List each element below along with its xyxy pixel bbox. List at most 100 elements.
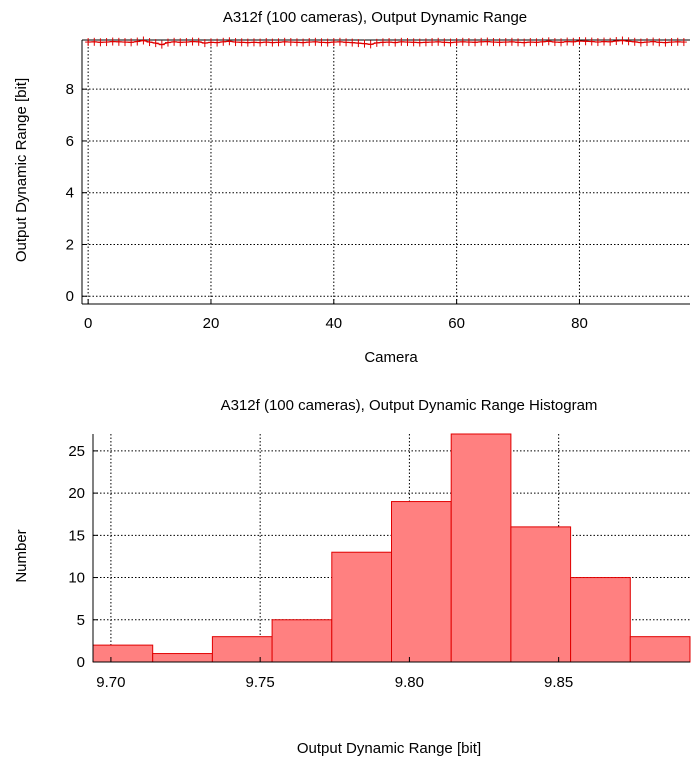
chart1-data-point [404,38,411,47]
chart1-data-point [613,37,620,46]
chart1-data-point [324,38,331,47]
chart1-data-point [343,38,350,47]
chart1-data-point [91,37,98,46]
chart1-data-point [386,38,393,47]
chart1-data-point [275,38,282,47]
chart1-data-point [293,38,300,47]
chart1-data-point [226,37,233,46]
chart2-y-tick-label: 20 [68,485,85,502]
chart1-x-label: Camera [364,349,418,366]
chart1-data-point [508,37,515,46]
chart1-data-point [521,38,528,47]
chart1-data-point [349,38,356,47]
chart1-data-point [115,37,122,46]
chart1-data-point [312,37,319,46]
chart1-data-point [551,38,558,47]
chart2-y-tick-label: 0 [77,654,85,671]
chart1-data-point [570,37,577,46]
chart1-data-point [416,38,423,47]
chart1-data-point [281,37,288,46]
chart1-data-point [330,38,337,47]
chart2-y-tick-label: 15 [68,527,85,544]
chart1-data-point [189,37,196,46]
chart1-data-point [515,38,522,47]
chart2-bar [510,526,572,663]
chart1-data-point [502,38,509,47]
chart2-x-tick-label: 9.80 [395,674,424,691]
chart1-data-point [545,37,552,46]
chart1-data-point [250,38,257,47]
chart1-data-point [668,38,675,47]
chart2-y-tick-label: 10 [68,570,85,587]
chart1-data-point [601,37,608,46]
chart1-data-point [533,38,540,47]
chart1-data-point [459,37,466,46]
chart2-title: A312f (100 cameras), Output Dynamic Rang… [221,397,598,414]
chart1-data-point [355,39,362,48]
chart1-data-point [220,37,227,46]
chart1-data-point [257,38,264,47]
chart2-y-tick-label: 25 [68,443,85,460]
chart1-data-point [680,38,687,47]
chart2-x-tick-label: 9.85 [544,674,573,691]
chart1-data-point [588,37,595,46]
chart1-data-point [214,38,221,47]
chart1-data-point [662,38,669,47]
chart1-data-point [539,37,546,46]
chart2-bar [391,501,452,663]
chart1-data-point [207,38,214,47]
chart1-data-point [625,37,632,46]
chart1-y-tick-label: 0 [66,288,74,305]
chart2-bar [450,433,512,663]
chart1-y-tick-label: 6 [66,133,74,150]
chart1-data-point [361,39,368,48]
chart1-data-point [373,38,380,47]
chart1-data-point [306,38,313,47]
chart1-y-tick-label: 2 [66,236,74,253]
chart1-y-tick-label: 4 [66,185,74,202]
chart1-data-point [453,38,460,47]
chart1-data-point [140,36,147,45]
chart2-x-label: Output Dynamic Range [bit] [297,740,481,757]
chart1-data-point [183,38,190,47]
chart2-x-tick-label: 9.70 [96,674,125,691]
chart1-data-point [109,37,116,46]
chart1-data-point [422,38,429,47]
chart2-bar [570,577,631,663]
chart1-data-point [447,38,454,47]
chart1-data-point [650,37,657,46]
chart2-x-tick-label: 9.75 [246,674,275,691]
chart1-data-point [558,38,565,47]
chart1-data-point [195,37,202,46]
chart1-y-label: Output Dynamic Range [bit] [13,78,30,262]
chart1-data-point [490,38,497,47]
chart1-y-tick-label: 8 [66,81,74,98]
chart1-data-point [244,38,251,47]
chart1-x-tick-label: 40 [325,315,342,332]
chart1-data-point [607,37,614,46]
chart1-data-point [103,38,110,47]
chart1-data-point [263,38,270,47]
chart1-data-point [164,38,171,47]
chart1-data-point [527,38,534,47]
chart1-data-point [410,38,417,47]
chart1-data-point [177,38,184,47]
chart1-data-point [582,37,589,46]
chart1-data-point [379,38,386,47]
chart1-data-point [300,38,307,47]
chart2-y-label: Number [13,529,30,582]
chart1-data-point [674,37,681,46]
chart1-data-point [336,37,343,46]
chart1-data-point [134,37,141,46]
chart1-data-point [287,38,294,47]
chart2-bar [152,653,213,663]
chart1-data-point [435,37,442,46]
chart1-data-point [121,38,128,47]
chart1-data-point [158,40,165,49]
chart1-title: A312f (100 cameras), Output Dynamic Rang… [223,9,527,26]
chart1-data-point [232,38,239,47]
chart1-data-point [472,38,479,47]
chart2-bars [92,433,691,663]
chart1-data-point [398,37,405,46]
